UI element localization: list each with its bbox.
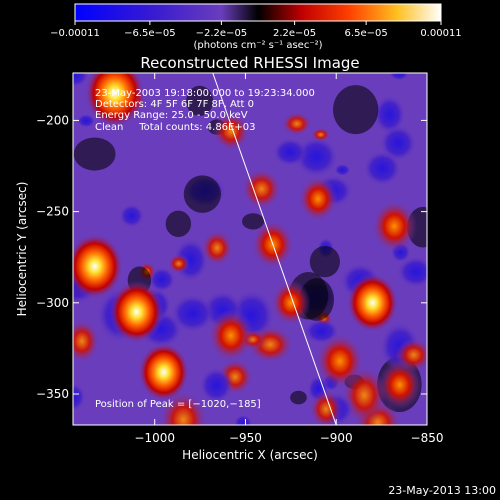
x-tick-label: −850 xyxy=(411,431,444,445)
bright-source xyxy=(378,360,422,410)
x-tick-label: −950 xyxy=(229,431,262,445)
x-axis-label: Heliocentric X (arcsec) xyxy=(182,448,318,462)
texture-blob xyxy=(397,256,427,288)
texture-blob xyxy=(281,111,313,136)
bright-source xyxy=(315,333,365,389)
texture-blob xyxy=(290,390,307,405)
texture-blob xyxy=(119,203,145,228)
colorbar-tick-label: −2.2e−05 xyxy=(196,28,248,39)
texture-blob xyxy=(212,112,250,151)
x-axis-ticks: −1000 −950 −900 −850 xyxy=(134,73,443,445)
bright-source xyxy=(271,280,311,326)
image-annotations: 23-May-2003 19:18:00.000 to 19:23:34.000… xyxy=(95,88,315,410)
y-tick-label: −350 xyxy=(36,387,69,401)
plot-frame xyxy=(72,72,428,426)
texture-blob xyxy=(373,94,406,135)
bright-source xyxy=(298,176,338,222)
chart-title: Reconstructed RHESSI Image xyxy=(140,54,359,72)
texture-blob xyxy=(76,113,96,128)
y-axis-label: Heliocentric Y (arcsec) xyxy=(15,182,29,317)
peak-position-label: Position of Peak = [−1020,−185] xyxy=(95,399,261,410)
colorbar xyxy=(74,3,442,22)
texture-blob xyxy=(201,229,233,266)
texture-blob xyxy=(388,73,410,81)
texture-blob xyxy=(334,163,351,177)
texture-blob xyxy=(73,319,100,364)
y-axis-ticks: −200 −250 −300 −350 xyxy=(36,113,427,401)
bright-source xyxy=(109,280,164,344)
colorbar-tick-label: −6.5e−05 xyxy=(124,28,176,39)
texture-blob xyxy=(242,213,265,230)
texture-blob xyxy=(309,245,340,278)
image-plot xyxy=(73,73,427,425)
texture-blob xyxy=(363,150,402,187)
colorbar-tick-label: 6.5e−05 xyxy=(345,28,388,39)
bright-source xyxy=(73,233,124,300)
texture-blob xyxy=(167,253,191,274)
y-tick-label: −200 xyxy=(36,113,69,127)
texture-blob xyxy=(186,85,214,117)
texture-blob xyxy=(272,137,308,167)
image-sources xyxy=(73,73,422,410)
limb-line xyxy=(212,73,337,425)
texture-blob xyxy=(170,293,215,333)
annotation-time: 23-May-2003 19:18:00.000 to 19:23:34.000 xyxy=(95,88,315,99)
annotation-energy: Energy Range: 25.0 - 50.0 keV xyxy=(95,110,248,121)
colorbar-tick-label: 2.2e−05 xyxy=(273,28,316,39)
texture-blob xyxy=(165,210,192,237)
bright-source xyxy=(84,73,145,128)
footer-date: 23-May-2013 13:00 xyxy=(388,484,496,497)
colorbar-ticks: −0.00011 −6.5e−05 −2.2e−05 2.2e−05 6.5e−05 0.… xyxy=(50,21,462,39)
texture-blob xyxy=(309,389,343,425)
texture-blob xyxy=(183,175,222,213)
texture-blob xyxy=(73,73,90,88)
bright-source xyxy=(346,273,399,333)
texture-blob xyxy=(199,367,234,404)
texture-blob xyxy=(233,414,253,425)
texture-blob xyxy=(310,127,331,142)
bright-source xyxy=(208,309,254,362)
annotation-counts: Clean Total counts: 4.86E+03 xyxy=(95,122,255,133)
colorbar-tick-label: −0.00011 xyxy=(50,28,100,39)
texture-blob xyxy=(333,85,379,135)
y-tick-label: −250 xyxy=(36,205,69,219)
bright-source xyxy=(138,342,190,402)
colorbar-tick-label: 0.00011 xyxy=(420,28,461,39)
colorbar-units-label: (photons cm⁻² s⁻¹ asec⁻²) xyxy=(193,40,322,51)
texture-blob xyxy=(73,382,86,412)
x-tick-label: −1000 xyxy=(134,431,175,445)
x-tick-label: −900 xyxy=(320,431,353,445)
y-tick-label: −300 xyxy=(36,296,69,310)
texture-blob xyxy=(241,168,282,210)
texture-blob xyxy=(73,137,116,171)
bright-source xyxy=(371,200,418,253)
annotation-detectors: Detectors: 4F 5F 6F 7F 8F, Att 0 xyxy=(95,99,254,110)
